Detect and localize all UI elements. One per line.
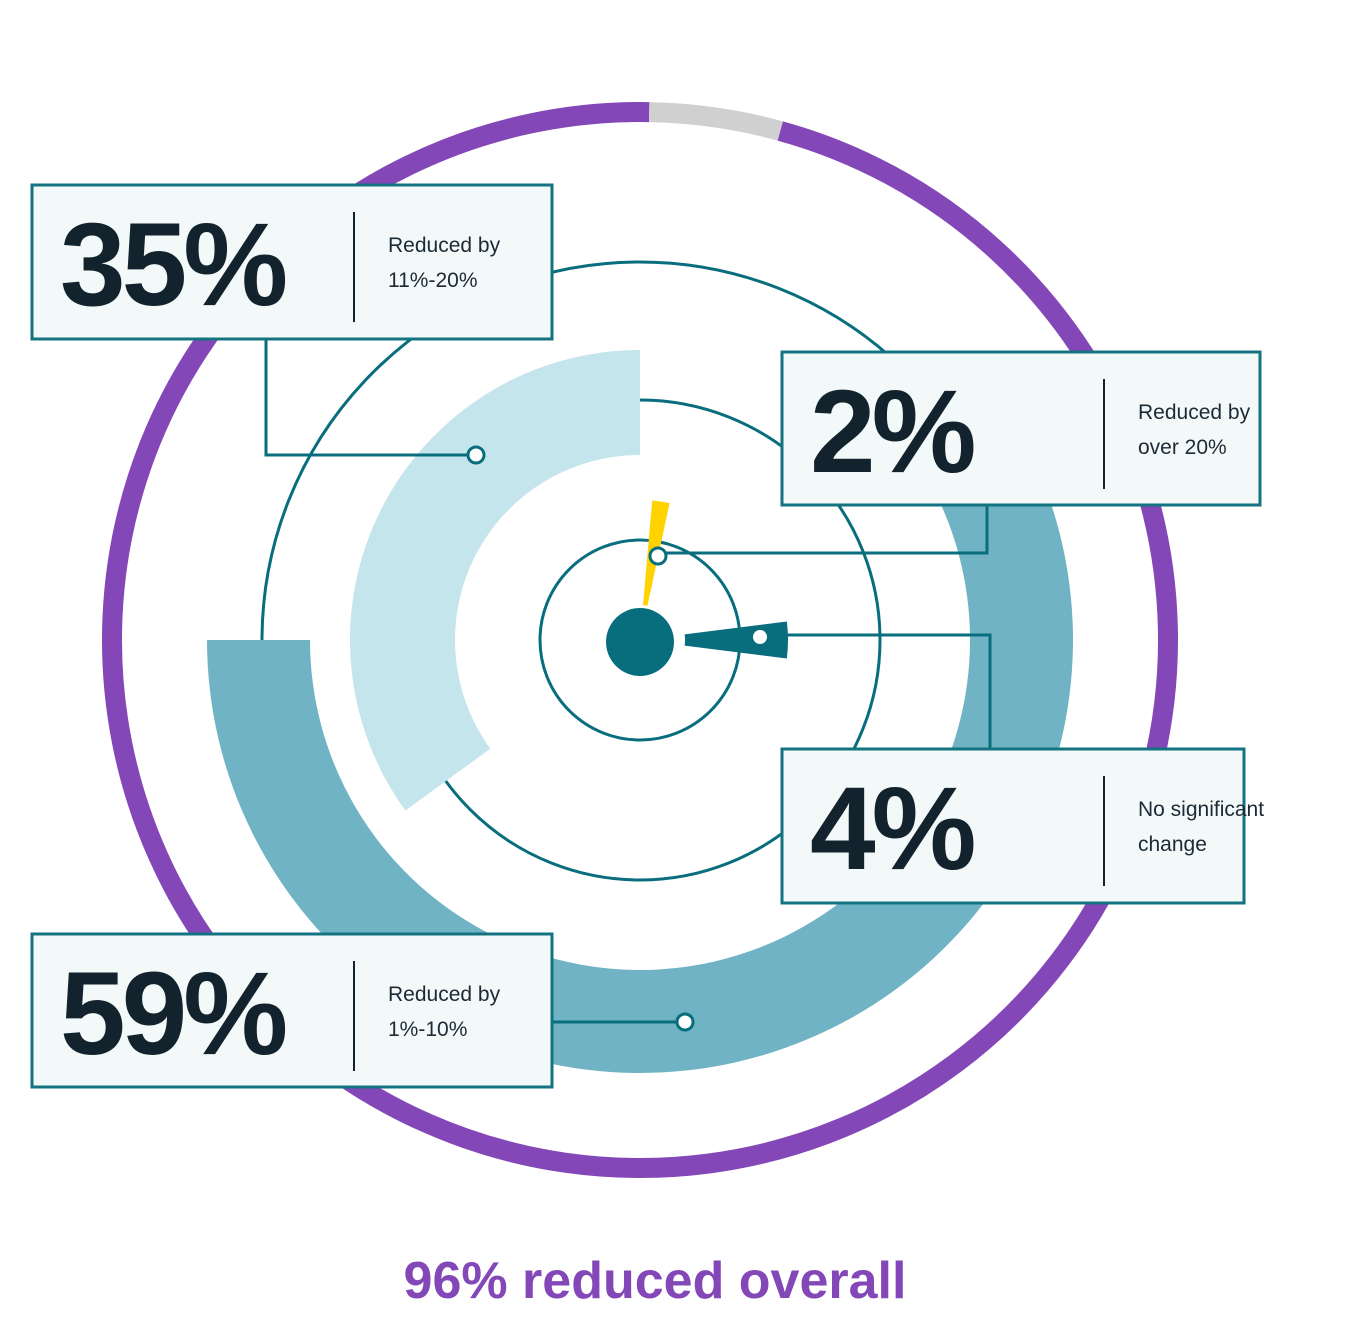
category-label: Reduced by 11%-20%	[388, 234, 501, 292]
connector-dot	[753, 630, 767, 644]
callout-value: 2%	[810, 366, 974, 498]
remainder-ring	[648, 102, 783, 141]
connector-dot	[675, 1012, 695, 1032]
callout: 59% Reduced by 1%-10%	[30, 932, 695, 1089]
callout-text-box: Reduced by over 20%	[1138, 401, 1251, 459]
connector	[264, 339, 476, 457]
radial-bar	[684, 621, 788, 659]
center-dot	[606, 608, 674, 676]
connector	[658, 505, 989, 555]
callout: 35% Reduced by 11%-20%	[30, 183, 554, 465]
category-label: No significant change	[1138, 798, 1265, 856]
callout-box	[30, 183, 554, 341]
callout-box	[30, 932, 554, 1089]
callout: 4% No significant change	[753, 630, 1265, 905]
callout-text-box: Reduced by 1%-10%	[388, 983, 501, 1041]
connector-dot	[648, 546, 668, 566]
callout-box	[780, 747, 1246, 905]
callout-value: 59%	[60, 948, 285, 1080]
total-label: 96% reduced overall	[404, 1252, 907, 1310]
category-label: Reduced by 1%-10%	[388, 983, 501, 1041]
callout-value: 35%	[60, 199, 285, 331]
radial-bar	[350, 350, 640, 811]
callout-text-box: No significant change	[1138, 798, 1265, 856]
callout: 2% Reduced by over 20%	[648, 350, 1262, 566]
callout-box	[780, 350, 1262, 507]
connector-dot	[466, 445, 486, 465]
callout-value: 4%	[810, 763, 974, 895]
radial-bar	[207, 407, 1073, 1073]
category-label: Reduced by over 20%	[1138, 401, 1251, 459]
connector	[760, 633, 992, 749]
callout-text-box: Reduced by 11%-20%	[388, 234, 501, 292]
